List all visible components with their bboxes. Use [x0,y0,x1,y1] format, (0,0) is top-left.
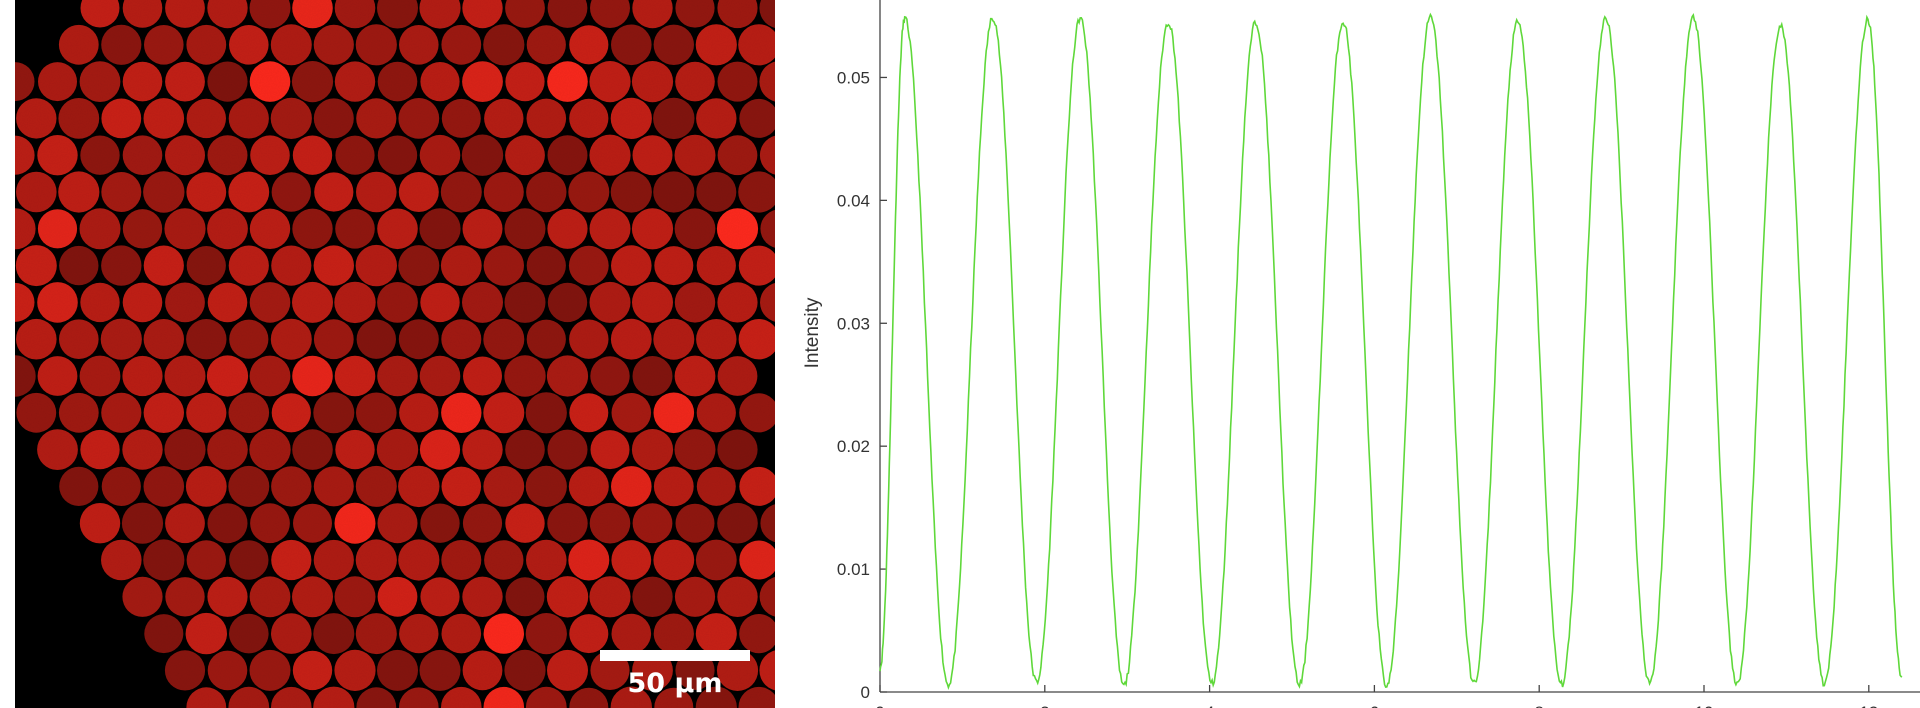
y-tick-label: 0.05 [837,68,870,87]
scale-bar-label: 50 µm [628,668,723,699]
y-tick-label: 0 [861,683,870,702]
y-axis-label: Intensity [802,297,823,368]
y-tick-label: 0.04 [837,191,870,210]
noise-layer [15,0,775,708]
scale-bar [600,650,750,661]
y-tick-label: 0.02 [837,437,870,456]
micrograph-image: 50 µm [15,0,775,708]
x-tick-label: 8 [1534,703,1543,708]
x-tick-label: 12 [1859,703,1878,708]
x-tick-label: 6 [1370,703,1379,708]
intensity-plot: Intensity 0 0.01 0.02 0.03 0.04 0.05 0 2 4 6 8 10 12 [790,0,1920,708]
chart-svg: Intensity 0 0.01 0.02 0.03 0.04 0.05 0 2 4 6 8 10 12 [802,0,1920,708]
x-tick-label: 2 [1040,703,1049,708]
tick-layer: 0 0.01 0.02 0.03 0.04 0.05 0 2 4 6 8 10 12 [837,68,1878,708]
intensity-line [879,12,1903,691]
micrograph-panel: 50 µm [15,0,775,708]
x-tick-label: 0 [875,703,884,708]
y-tick-label: 0.01 [837,560,870,579]
x-tick-label: 10 [1695,703,1714,708]
y-tick-label: 0.03 [837,314,870,333]
chart-axes [879,0,1920,693]
speckle-noise [15,0,775,708]
x-tick-label: 4 [1205,703,1214,708]
